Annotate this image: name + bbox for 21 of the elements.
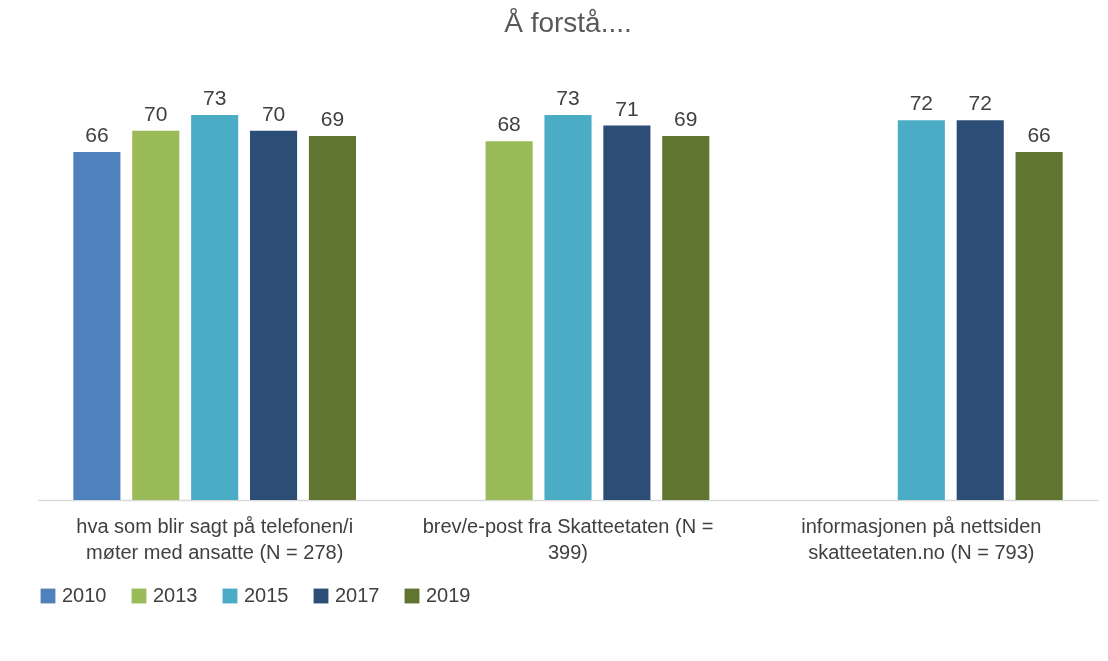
x-tick-label: hva som blir sagt på telefonen/i møter med ansatte (N = 278) [76, 514, 354, 563]
data-label: 70 [144, 101, 168, 125]
legend-label: 2010 [62, 584, 107, 606]
data-label: 69 [674, 107, 698, 131]
data-label: 69 [320, 107, 345, 131]
data-label: 66 [1027, 122, 1051, 146]
data-label: 66 [85, 122, 109, 146]
data-label: 70 [261, 101, 286, 125]
legend-label: 2017 [335, 584, 380, 606]
chart-title: Å forstå.... [504, 7, 632, 38]
data-label: 73 [202, 86, 227, 109]
data-label: 71 [615, 96, 639, 120]
data-label: 72 [968, 91, 992, 115]
x-tick-label: brev/e-post fra Skatteetaten (N = 399) [422, 514, 714, 563]
data-label: 73 [556, 86, 580, 109]
legend-label: 2013 [153, 584, 198, 606]
x-tick-label: informasjonen på nettsiden skatteetaten.no (N = 793) [801, 514, 1042, 563]
legend-label: 2019 [426, 584, 471, 606]
legend-label: 2015 [244, 584, 289, 606]
data-label: 72 [909, 91, 934, 115]
data-label: 68 [497, 112, 521, 136]
